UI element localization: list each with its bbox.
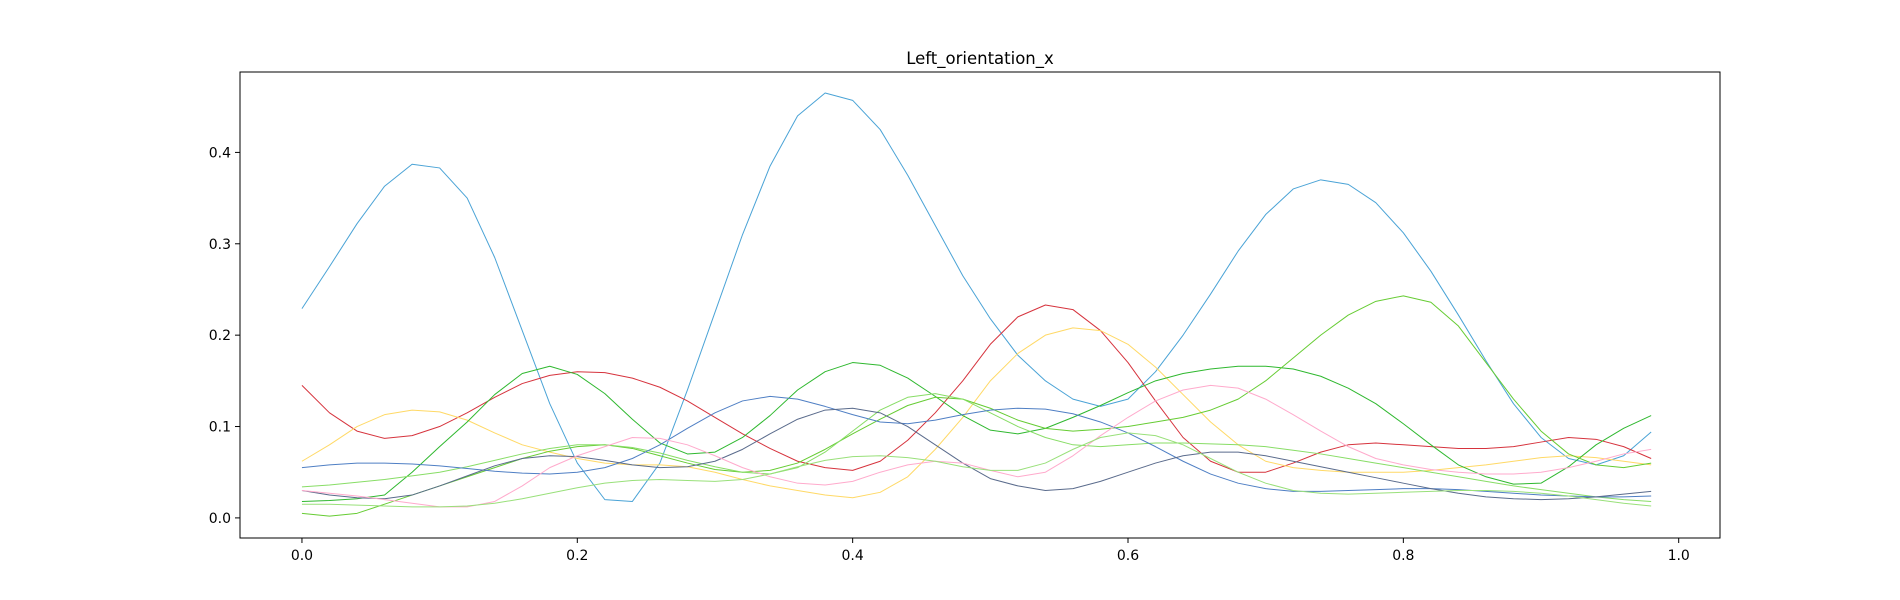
series-line-1 (301, 92, 1652, 502)
y-tick-label: 0.2 (209, 328, 231, 344)
y-tick-label: 0.3 (209, 237, 231, 253)
series-line-8 (301, 407, 1652, 501)
x-tick-label: 0.0 (291, 548, 313, 564)
chart-title: Left_orientation_x (906, 49, 1054, 69)
series-line-9 (301, 384, 1652, 508)
x-tick-label: 1.0 (1668, 548, 1690, 564)
y-tick-label: 0.1 (209, 420, 231, 436)
series-line-2 (301, 304, 1652, 473)
y-tick-label: 0.4 (209, 145, 231, 161)
y-axis: 0.0 0.1 0.2 0.3 0.4 (209, 145, 240, 527)
y-tick-label: 0.0 (209, 511, 231, 527)
plot-lines (301, 92, 1652, 517)
series-line-10 (301, 432, 1652, 508)
x-tick-label: 0.4 (842, 548, 864, 564)
series-line-7 (301, 395, 1652, 498)
x-tick-label: 0.2 (566, 548, 588, 564)
plot-frame (239, 71, 1721, 539)
series-line-6 (301, 393, 1652, 502)
x-tick-label: 0.6 (1117, 548, 1139, 564)
series-line-3 (301, 327, 1652, 499)
x-axis: 0.0 0.2 0.4 0.6 0.8 1.0 (291, 538, 1690, 564)
x-tick-label: 0.8 (1392, 548, 1414, 564)
series-line-5 (301, 295, 1652, 517)
series-line-4 (301, 362, 1652, 502)
